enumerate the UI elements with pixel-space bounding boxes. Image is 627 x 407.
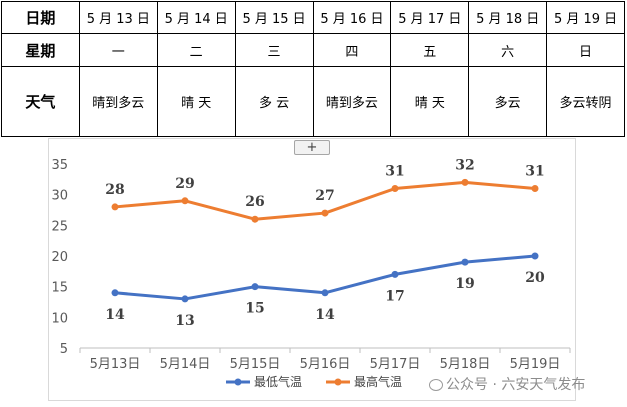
weekday-row: 星期 一 二 三 四 五 六 日 bbox=[1, 33, 625, 67]
y-tick-label: 15 bbox=[51, 281, 68, 296]
weather-cell: 多云转阴 bbox=[546, 66, 625, 137]
date-row-header: 日期 bbox=[1, 1, 80, 34]
weekday-cell: 日 bbox=[546, 33, 625, 67]
x-tick-label: 5月18日 bbox=[440, 357, 491, 372]
date-cell: 5 月 13 日 bbox=[78, 1, 158, 34]
data-point bbox=[251, 283, 259, 291]
weather-cell: 晴 天 bbox=[156, 66, 236, 137]
x-tick-label: 5月17日 bbox=[370, 357, 421, 372]
data-label: 26 bbox=[245, 194, 264, 210]
data-point bbox=[111, 289, 119, 297]
data-point bbox=[321, 209, 329, 217]
data-label: 29 bbox=[175, 176, 194, 192]
data-label: 19 bbox=[455, 276, 474, 292]
data-label: 32 bbox=[455, 157, 474, 173]
data-point bbox=[461, 258, 469, 266]
data-point bbox=[111, 203, 119, 211]
legend-marker bbox=[234, 378, 242, 386]
date-cell: 5 月 18 日 bbox=[468, 1, 548, 34]
x-tick-label: 5月16日 bbox=[300, 357, 351, 372]
y-tick-label: 25 bbox=[51, 219, 68, 234]
data-label: 31 bbox=[385, 164, 404, 180]
weekday-cell: 二 bbox=[156, 33, 236, 67]
data-label: 28 bbox=[105, 182, 124, 198]
data-point bbox=[391, 185, 399, 193]
weather-cell: 晴到多云 bbox=[78, 66, 158, 137]
weekday-cell: 三 bbox=[234, 33, 314, 67]
y-tick-label: 35 bbox=[51, 158, 68, 173]
x-tick-label: 5月19日 bbox=[510, 357, 561, 372]
data-point bbox=[181, 295, 189, 303]
legend-marker bbox=[334, 378, 342, 386]
x-tick-label: 5月14日 bbox=[160, 357, 211, 372]
wechat-icon bbox=[429, 379, 443, 391]
watermark-text: 公众号 · 六安天气发布 bbox=[446, 377, 586, 393]
data-point bbox=[531, 252, 539, 260]
legend-label: 最高气温 bbox=[354, 374, 402, 389]
expand-button[interactable]: + bbox=[294, 140, 330, 155]
data-label: 27 bbox=[315, 188, 334, 204]
weekday-cell: 六 bbox=[468, 33, 548, 67]
weather-cell: 晴 天 bbox=[390, 66, 470, 137]
data-point bbox=[461, 178, 469, 186]
weather-row: 天气 晴到多云 晴 天 多 云 晴到多云 晴 天 多云 多云转阴 bbox=[1, 66, 625, 137]
weather-row-header: 天气 bbox=[1, 66, 80, 137]
watermark: 公众号 · 六安天气发布 bbox=[429, 374, 585, 394]
date-cell: 5 月 15 日 bbox=[234, 1, 314, 34]
y-tick-label: 10 bbox=[51, 311, 68, 326]
forecast-table: 日期 5 月 13 日 5 月 14 日 5 月 15 日 5 月 16 日 5… bbox=[1, 1, 625, 137]
legend-label: 最低气温 bbox=[254, 374, 302, 389]
data-label: 14 bbox=[315, 307, 335, 323]
weekday-cell: 五 bbox=[390, 33, 470, 67]
weekday-cell: 一 bbox=[78, 33, 158, 67]
data-point bbox=[531, 185, 539, 193]
data-label: 13 bbox=[175, 313, 194, 329]
weather-cell: 多 云 bbox=[234, 66, 314, 137]
data-point bbox=[251, 215, 259, 223]
temperature-chart-area bbox=[48, 138, 576, 401]
data-label: 15 bbox=[245, 301, 264, 317]
data-point bbox=[181, 197, 189, 205]
data-label: 17 bbox=[385, 288, 404, 304]
date-row: 日期 5 月 13 日 5 月 14 日 5 月 15 日 5 月 16 日 5… bbox=[1, 1, 625, 34]
x-tick-label: 5月15日 bbox=[230, 357, 281, 372]
y-tick-label: 20 bbox=[51, 250, 68, 265]
weather-cell: 晴到多云 bbox=[312, 66, 392, 137]
date-cell: 5 月 19 日 bbox=[546, 1, 625, 34]
x-tick-label: 5月13日 bbox=[90, 357, 141, 372]
data-point bbox=[321, 289, 329, 297]
data-point bbox=[391, 270, 399, 278]
data-label: 14 bbox=[105, 307, 125, 323]
y-tick-label: 5 bbox=[60, 342, 68, 357]
data-label: 20 bbox=[525, 270, 545, 286]
data-label: 31 bbox=[525, 164, 544, 180]
y-tick-label: 30 bbox=[51, 189, 68, 204]
weekday-row-header: 星期 bbox=[1, 33, 80, 67]
